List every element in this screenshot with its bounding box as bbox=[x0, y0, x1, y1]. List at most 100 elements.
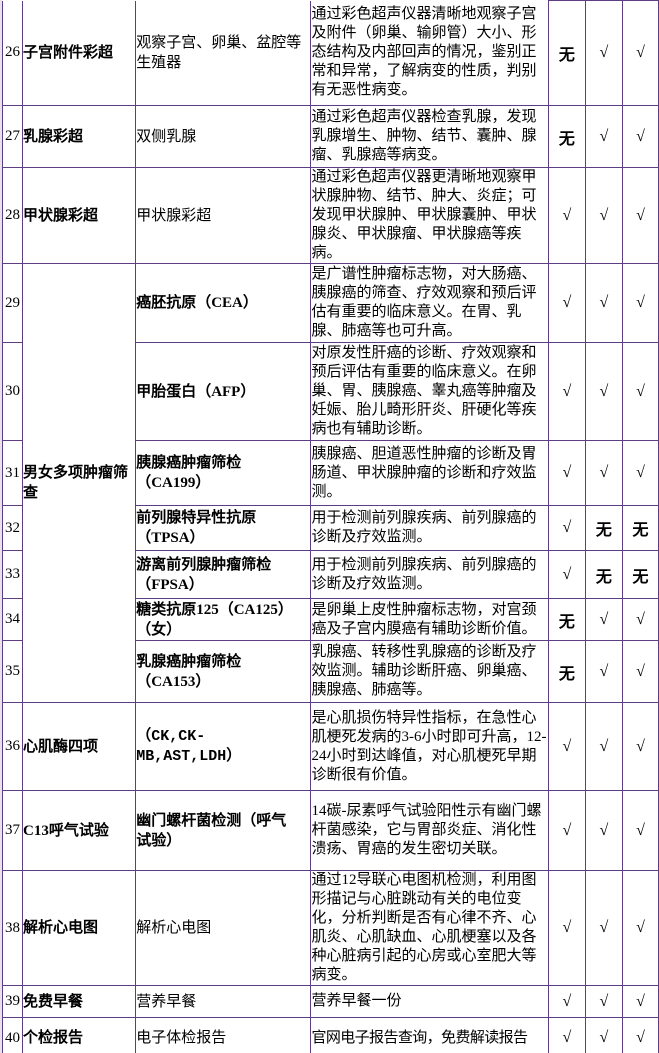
table-row: 40 个检报告 电子体检报告 官网电子报告查询，免费解读报告 √ √ √ bbox=[1, 1017, 659, 1053]
category-cell: 心肌酶四项 bbox=[22, 702, 137, 791]
row-number-cell: 27 bbox=[1, 105, 24, 168]
category-cell: 乳腺彩超 bbox=[22, 105, 137, 168]
package-check-mark-cell: √ bbox=[547, 167, 586, 264]
package-check-mark-cell: √ bbox=[621, 263, 659, 343]
row-number-cell: 39 bbox=[1, 985, 24, 1018]
package-check-mark-cell: √ bbox=[584, 790, 623, 871]
package-check-mark-cell: √ bbox=[584, 702, 623, 791]
description-cell: 用于检测前列腺疾病、前列腺癌的诊断及疗效监测。 bbox=[310, 550, 549, 599]
package-check-mark-cell: √ bbox=[547, 985, 586, 1018]
item-cell: 营养早餐 bbox=[135, 985, 312, 1018]
row-number-cell: 36 bbox=[1, 702, 24, 791]
item-cell: 游离前列腺肿瘤筛检 （FPSA） bbox=[135, 550, 312, 599]
row-number-cell: 26 bbox=[1, 0, 24, 106]
package-none-cell: 无 bbox=[547, 0, 586, 106]
item-cell: 甲胎蛋白（AFP） bbox=[135, 342, 312, 441]
package-check-mark-cell: √ bbox=[547, 1017, 586, 1053]
package-none-cell: 无 bbox=[547, 598, 586, 641]
item-cell: 乳腺癌肿瘤筛检 （CA153） bbox=[135, 640, 312, 703]
description-cell: 是广谱性肿瘤标志物，对大肠癌、胰腺癌的筛查、疗效观察和预后评估有重要的临床意义。… bbox=[310, 263, 549, 343]
item-cell: 甲状腺彩超 bbox=[135, 167, 312, 264]
description-cell: 官网电子报告查询，免费解读报告 bbox=[310, 1017, 549, 1053]
description-cell: 乳腺癌、转移性乳腺癌的诊断及疗效监测。辅助诊断肝癌、卵巢癌、胰腺癌、肺癌等。 bbox=[310, 640, 549, 703]
package-check-mark-cell: √ bbox=[584, 870, 623, 986]
item-cell: 幽门螺杆菌检测（呼气 试验） bbox=[135, 790, 312, 871]
category-cell: 个检报告 bbox=[22, 1017, 137, 1053]
description-cell: 通过彩色超声仪器检查乳腺，发现乳腺增生、肿物、结节、囊肿、腺瘤、乳腺癌等病变。 bbox=[310, 105, 549, 168]
package-none-cell: 无 bbox=[547, 640, 586, 703]
table-row: 29 男女多项肿瘤筛查 癌胚抗原（CEA） 是广谱性肿瘤标志物，对大肠癌、胰腺癌的筛查… bbox=[1, 263, 659, 703]
package-check-mark-cell: √ bbox=[621, 985, 659, 1018]
item-cell: 电子体检报告 bbox=[135, 1017, 312, 1053]
table-row: 30 甲胎蛋白（AFP） 对原发性肝癌的诊断、疗效观察和预后评估有重要的临床意义。在… bbox=[1, 342, 659, 441]
package-check-mark-cell: √ bbox=[584, 640, 623, 703]
item-cell: 解析心电图 bbox=[135, 870, 312, 986]
row-number-cell: 28 bbox=[1, 167, 24, 264]
category-cell: C13呼气试验 bbox=[22, 790, 137, 871]
package-check-mark-cell: √ bbox=[584, 105, 623, 168]
category-cell: 解析心电图 bbox=[22, 870, 137, 986]
package-none-cell: 无 bbox=[621, 505, 659, 551]
package-check-mark-cell: √ bbox=[621, 790, 659, 871]
package-check-mark-cell: √ bbox=[547, 790, 586, 871]
description-cell: 是心肌损伤特异性指标，在急性心肌梗死发病的3-6小时即可升高，12-24小时到达… bbox=[310, 702, 549, 791]
description-cell: 用于检测前列腺疾病、前列腺癌的诊断及疗效监测。 bbox=[310, 505, 549, 551]
package-check-mark-cell: √ bbox=[584, 342, 623, 441]
table-row: 28 甲状腺彩超 甲状腺彩超 通过彩色超声仪器更清晰地观察甲状腺肿物、结节、肿大、炎症… bbox=[1, 167, 659, 264]
package-check-mark-cell: √ bbox=[621, 440, 659, 506]
package-check-mark-cell: √ bbox=[621, 342, 659, 441]
category-cell: 甲状腺彩超 bbox=[22, 167, 137, 264]
item-cell: 糖类抗原125（CA125） （女） bbox=[135, 598, 312, 641]
row-number-cell: 34 bbox=[1, 598, 24, 641]
package-check-mark-cell: √ bbox=[584, 0, 623, 106]
package-check-mark-cell: √ bbox=[547, 440, 586, 506]
description-cell: 14碳-尿素呼气试验阳性示有幽门螺杆菌感染，它与胃部炎症、消化性溃疡、胃癌的发生… bbox=[310, 790, 549, 871]
package-check-mark-cell: √ bbox=[584, 1017, 623, 1053]
package-check-mark-cell: √ bbox=[621, 870, 659, 986]
table-row: 32 前列腺特异性抗原 （TPSA） 用于检测前列腺疾病、前列腺癌的诊断及疗效监测。… bbox=[1, 505, 659, 551]
package-check-mark-cell: √ bbox=[621, 1017, 659, 1053]
row-number-cell: 40 bbox=[1, 1017, 24, 1053]
package-check-mark-cell: √ bbox=[584, 263, 623, 343]
category-cell: 子宫附件彩超 bbox=[22, 0, 137, 106]
item-cell: （CK,CK- MB,AST,LDH） bbox=[135, 702, 312, 791]
package-check-mark-cell: √ bbox=[584, 985, 623, 1018]
description-cell: 通过12导联心电图机检测，利用图形描记与心脏跳动有关的电位变化，分析判断是否有心… bbox=[310, 870, 549, 986]
row-number-cell: 38 bbox=[1, 870, 24, 986]
table-row: 36 心肌酶四项 （CK,CK- MB,AST,LDH） 是心肌损伤特异性指标，在急性… bbox=[1, 702, 659, 791]
description-cell: 通过彩色超声仪器更清晰地观察甲状腺肿物、结节、肿大、炎症；可发现甲状腺肿、甲状腺… bbox=[310, 167, 549, 264]
category-cell: 免费早餐 bbox=[22, 985, 137, 1018]
package-none-cell: 无 bbox=[621, 550, 659, 599]
package-check-mark-cell: √ bbox=[621, 702, 659, 791]
package-check-mark-cell: √ bbox=[584, 167, 623, 264]
package-check-mark-cell: √ bbox=[621, 598, 659, 641]
row-number-cell: 32 bbox=[1, 505, 24, 551]
table-row: 37 C13呼气试验 幽门螺杆菌检测（呼气 试验） 14碳-尿素呼气试验阳性示有幽门螺… bbox=[1, 790, 659, 871]
table-row: 38 解析心电图 解析心电图 通过12导联心电图机检测，利用图形描记与心脏跳动有关的电… bbox=[1, 870, 659, 986]
description-cell: 营养早餐一份 bbox=[310, 985, 549, 1018]
table-row: 35 乳腺癌肿瘤筛检 （CA153） 乳腺癌、转移性乳腺癌的诊断及疗效监测。辅助诊断… bbox=[1, 640, 659, 703]
category-cell: 男女多项肿瘤筛查 bbox=[22, 263, 137, 703]
package-check-mark-cell: √ bbox=[621, 105, 659, 168]
row-number-cell: 30 bbox=[1, 342, 24, 441]
package-none-cell: 无 bbox=[584, 550, 623, 599]
row-number-cell: 31 bbox=[1, 440, 24, 506]
package-check-mark-cell: √ bbox=[547, 505, 586, 551]
table-row: 33 游离前列腺肿瘤筛检 （FPSA） 用于检测前列腺疾病、前列腺癌的诊断及疗效监测… bbox=[1, 550, 659, 599]
package-check-mark-cell: √ bbox=[547, 870, 586, 986]
table-row: 26 子宫附件彩超 观察子宫、卵巢、盆腔等生殖器 通过彩色超声仪器清晰地观察子宫及附件… bbox=[1, 0, 659, 106]
table-row: 39 免费早餐 营养早餐 营养早餐一份 √ √ √ bbox=[1, 985, 659, 1018]
description-cell: 对原发性肝癌的诊断、疗效观察和预后评估有重要的临床意义。在卵巢、胃、胰腺癌、睾丸… bbox=[310, 342, 549, 441]
description-cell: 通过彩色超声仪器清晰地观察子宫及附件（卵巢、输卵管）大小、形态结构及内部回声的情… bbox=[310, 0, 549, 106]
row-number-cell: 37 bbox=[1, 790, 24, 871]
description-cell: 胰腺癌、胆道恶性肿瘤的诊断及胃肠道、甲状腺肿瘤的诊断和疗效监测。 bbox=[310, 440, 549, 506]
item-cell: 观察子宫、卵巢、盆腔等生殖器 bbox=[135, 0, 312, 106]
package-none-cell: 无 bbox=[584, 505, 623, 551]
description-cell: 是卵巢上皮性肿瘤标志物，对宫颈癌及子宫内膜癌有辅助诊断价值。 bbox=[310, 598, 549, 641]
item-cell: 癌胚抗原（CEA） bbox=[135, 263, 312, 343]
package-none-cell: 无 bbox=[547, 105, 586, 168]
table-row: 27 乳腺彩超 双侧乳腺 通过彩色超声仪器检查乳腺，发现乳腺增生、肿物、结节、囊肿、腺… bbox=[1, 105, 659, 168]
